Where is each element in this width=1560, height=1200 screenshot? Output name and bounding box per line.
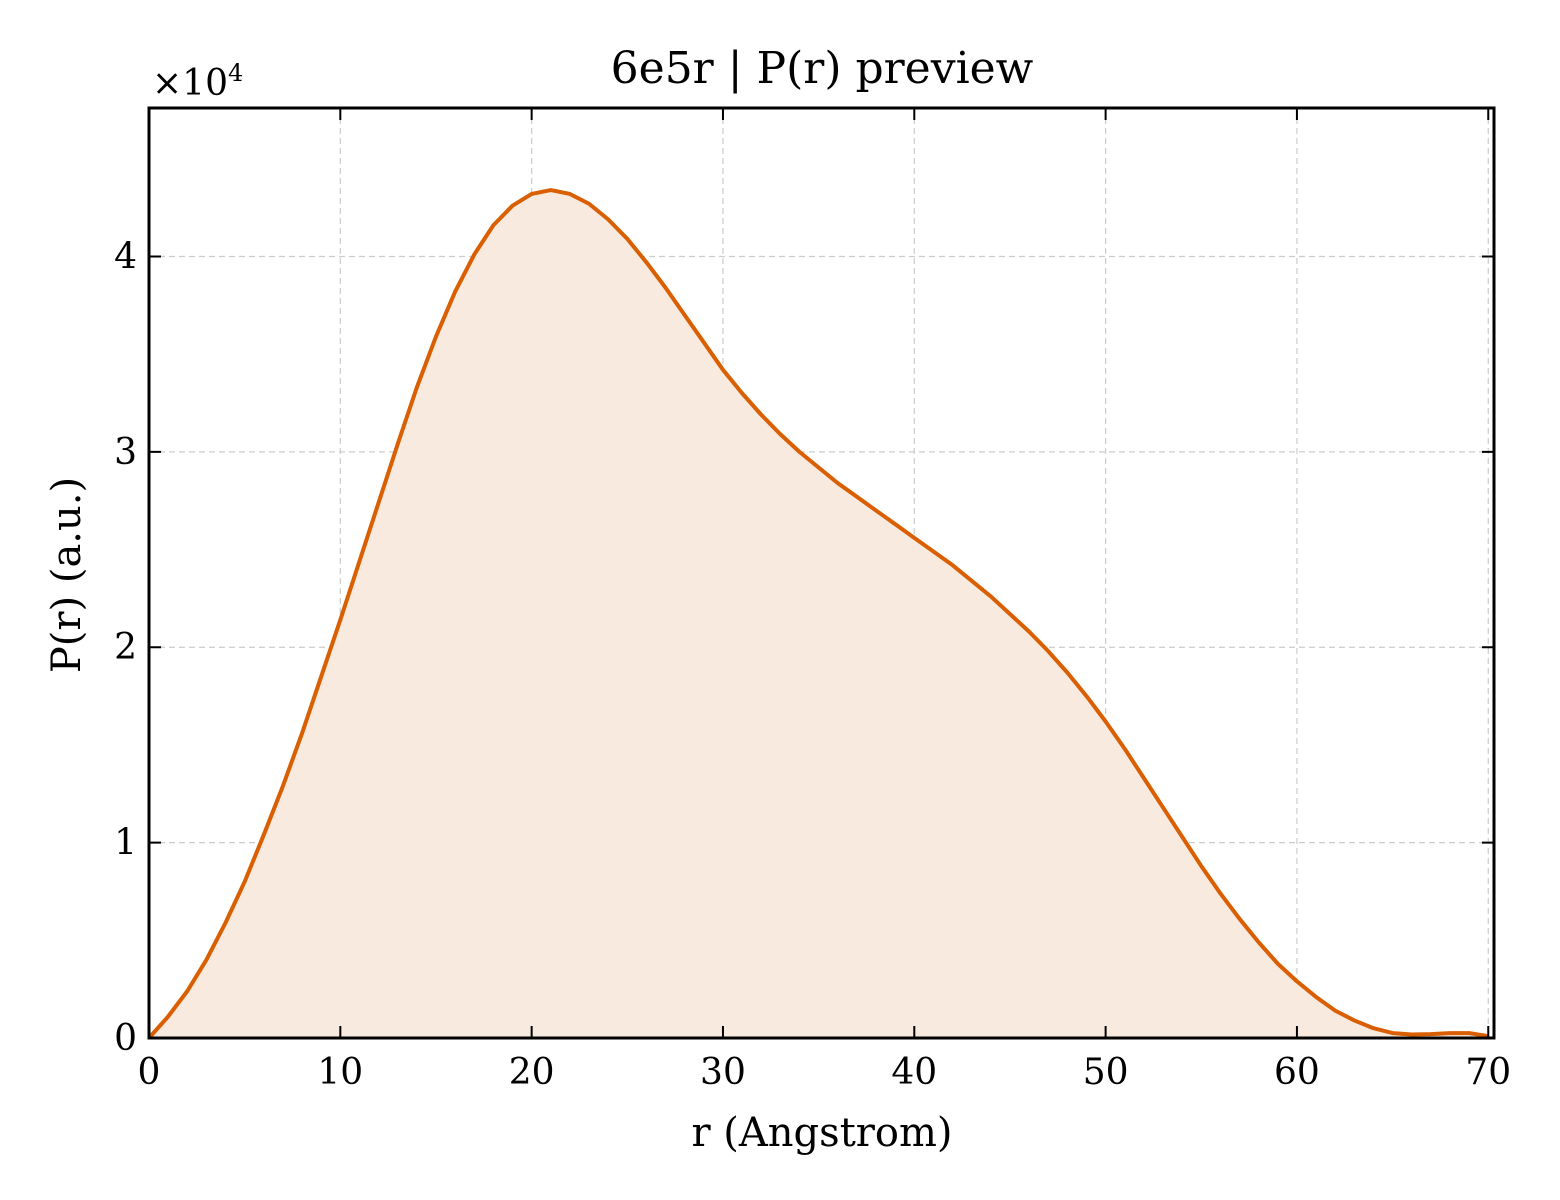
y-multiplier-base: ×10 [152,63,228,104]
plot-frame [147,106,1496,1040]
x-tick-label: 70 [1465,1052,1511,1093]
x-tick-label: 50 [1083,1052,1129,1093]
y-multiplier: ×104 [152,59,243,104]
x-tick-label: 60 [1274,1052,1320,1093]
x-axis-label: r (Angstrom) [691,1110,952,1156]
y-tick-label: 4 [114,236,137,277]
chart-title: 6e5r | P(r) preview [611,43,1034,94]
x-tick-label: 30 [700,1052,746,1093]
x-tick-label: 20 [509,1052,555,1093]
x-tick-label: 0 [138,1052,161,1093]
y-axis-label: P(r) (a.u.) [44,477,90,673]
y-tick-label: 2 [114,627,137,668]
y-tick-label: 0 [114,1018,137,1059]
y-multiplier-exponent: 4 [228,59,243,87]
y-tick-label: 1 [114,823,137,864]
series-line [147,188,1489,1040]
ticks: 0 10 20 30 40 50 60 70 0 1 2 3 4 [114,108,1511,1093]
y-tick-label: 3 [114,432,137,473]
area-fill [149,190,1489,1038]
x-tick-label: 10 [317,1052,363,1093]
x-tick-label: 40 [891,1052,937,1093]
